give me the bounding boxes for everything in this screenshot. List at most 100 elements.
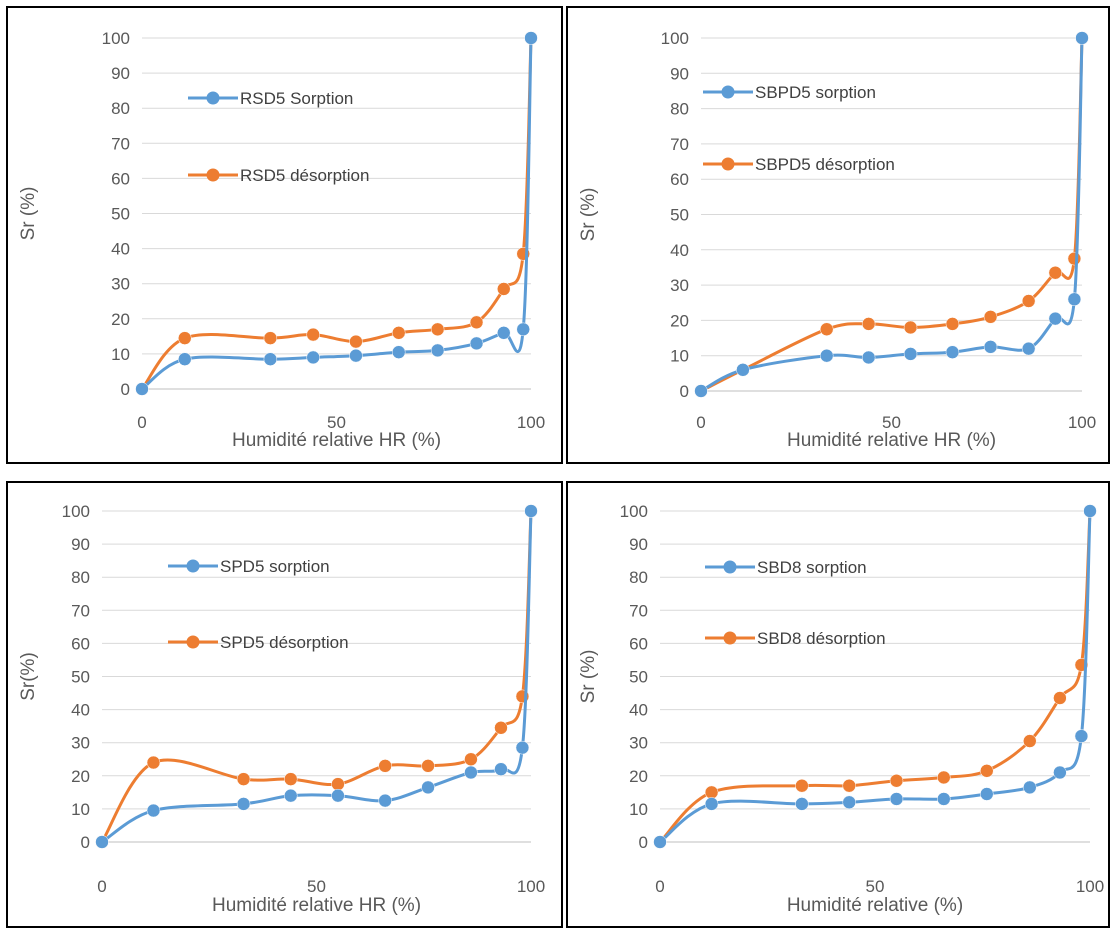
data-point-sorption <box>378 793 392 808</box>
legend-label: SBD8 désorption <box>757 629 886 648</box>
data-point-sorption <box>178 352 192 366</box>
chart-svg: 0 10 20 30 40 50 60 70 80 90 100 0 50 100 Humidité rel… <box>18 502 545 916</box>
data-point-sorption <box>469 336 484 351</box>
x-axis-title: Humidité relative HR (%) <box>787 430 996 451</box>
legend-marker-desorption <box>721 157 735 171</box>
x-tick-label: 50 <box>327 413 346 432</box>
data-point-sorption <box>524 31 538 45</box>
y-tick-label: 100 <box>661 29 689 48</box>
data-point-desorption <box>842 778 856 793</box>
y-tick-label: 0 <box>680 382 689 401</box>
y-tick-label: 100 <box>102 29 130 48</box>
data-point-desorption <box>903 320 918 335</box>
data-point-sorption <box>516 322 530 337</box>
data-point-desorption <box>945 317 960 331</box>
data-point-sorption <box>263 352 278 366</box>
data-point-sorption <box>515 740 530 755</box>
data-point-sorption <box>349 348 363 363</box>
y-tick-label: 50 <box>111 205 130 224</box>
legend-label: SBPD5 désorption <box>755 155 895 174</box>
data-point-sorption <box>1074 729 1089 743</box>
chart-panel-sbpd5: 0 10 20 30 40 50 60 70 80 90 100 0 50 100 Humidité rel… <box>566 6 1110 464</box>
data-point-desorption <box>284 772 298 786</box>
y-tick-label: 60 <box>629 634 648 653</box>
data-point-sorption <box>819 348 834 363</box>
y-tick-label: 60 <box>111 169 130 188</box>
data-point-desorption <box>146 755 161 770</box>
data-point-desorption <box>819 322 834 336</box>
chart-panel-sbd8: 0 10 20 30 40 50 60 70 80 90 100 0 50 100 Humidité rel… <box>566 481 1110 928</box>
legend-marker-sorption <box>186 559 200 573</box>
data-point-desorption <box>937 770 951 785</box>
y-tick-label: 100 <box>62 502 90 521</box>
data-point-desorption <box>1021 294 1036 308</box>
y-tick-label: 30 <box>670 276 689 295</box>
y-tick-label: 80 <box>111 99 130 118</box>
y-tick-label: 40 <box>111 240 130 259</box>
data-point-sorption <box>1053 765 1067 780</box>
data-point-sorption <box>236 797 251 811</box>
y-tick-label: 0 <box>121 380 130 399</box>
data-point-desorption <box>469 315 484 330</box>
x-tick-label: 0 <box>696 413 705 432</box>
y-tick-label: 50 <box>629 668 648 687</box>
data-point-sorption <box>464 765 478 780</box>
x-tick-label: 100 <box>1068 413 1096 432</box>
data-point-desorption <box>331 777 345 791</box>
legend-marker-desorption <box>723 631 737 645</box>
data-point-desorption <box>1048 265 1063 280</box>
data-point-desorption <box>889 774 904 788</box>
y-tick-label: 0 <box>639 833 648 852</box>
data-point-sorption <box>795 797 809 811</box>
data-point-sorption <box>497 326 511 340</box>
data-point-desorption <box>983 310 998 324</box>
x-tick-label: 50 <box>882 413 901 432</box>
data-point-sorption <box>430 343 445 358</box>
data-point-sorption <box>284 788 298 803</box>
x-tick-label: 100 <box>1076 877 1104 896</box>
data-point-desorption <box>349 334 363 349</box>
data-point-sorption <box>1023 780 1037 795</box>
legend-marker-desorption <box>206 168 220 182</box>
x-axis-title: Humidité relative (%) <box>787 895 963 916</box>
data-point-sorption <box>391 345 406 359</box>
data-point-desorption <box>421 759 435 773</box>
legend-label: SBPD5 sorption <box>755 83 876 102</box>
data-point-sorption <box>1021 341 1036 356</box>
data-point-desorption <box>497 282 511 296</box>
data-point-sorption <box>945 345 960 359</box>
y-tick-label: 90 <box>71 535 90 554</box>
data-point-desorption <box>378 759 392 773</box>
data-point-desorption <box>980 764 994 778</box>
data-point-sorption <box>306 350 320 365</box>
data-point-desorption <box>861 317 876 331</box>
data-point-sorption <box>842 795 856 810</box>
y-tick-label: 10 <box>670 347 689 366</box>
data-point-desorption <box>795 778 809 793</box>
y-tick-label: 80 <box>629 568 648 587</box>
y-axis-title: Sr (%) <box>578 188 599 242</box>
data-point-sorption <box>1067 292 1082 306</box>
y-tick-label: 70 <box>629 601 648 620</box>
y-tick-label: 100 <box>620 502 648 521</box>
y-tick-label: 30 <box>111 275 130 294</box>
y-tick-label: 80 <box>670 100 689 119</box>
data-point-desorption <box>391 326 406 340</box>
y-tick-label: 40 <box>629 701 648 720</box>
data-point-desorption <box>236 772 251 786</box>
y-tick-label: 20 <box>111 310 130 329</box>
data-point-sorption <box>135 382 149 396</box>
y-axis-title: Sr (%) <box>18 187 39 241</box>
y-tick-label: 50 <box>71 668 90 687</box>
data-point-desorption <box>1067 251 1082 266</box>
y-tick-label: 70 <box>111 134 130 153</box>
chart-panel-spd5: 0 10 20 30 40 50 60 70 80 90 100 0 50 100 Humidité rel… <box>6 481 563 928</box>
y-tick-label: 60 <box>71 634 90 653</box>
y-tick-label: 30 <box>629 734 648 753</box>
y-tick-label: 30 <box>71 734 90 753</box>
data-point-desorption <box>178 331 192 345</box>
x-tick-label: 0 <box>97 877 106 896</box>
data-point-desorption <box>494 721 508 735</box>
data-point-sorption <box>95 835 109 849</box>
legend-label: RSD5 Sorption <box>240 89 353 108</box>
